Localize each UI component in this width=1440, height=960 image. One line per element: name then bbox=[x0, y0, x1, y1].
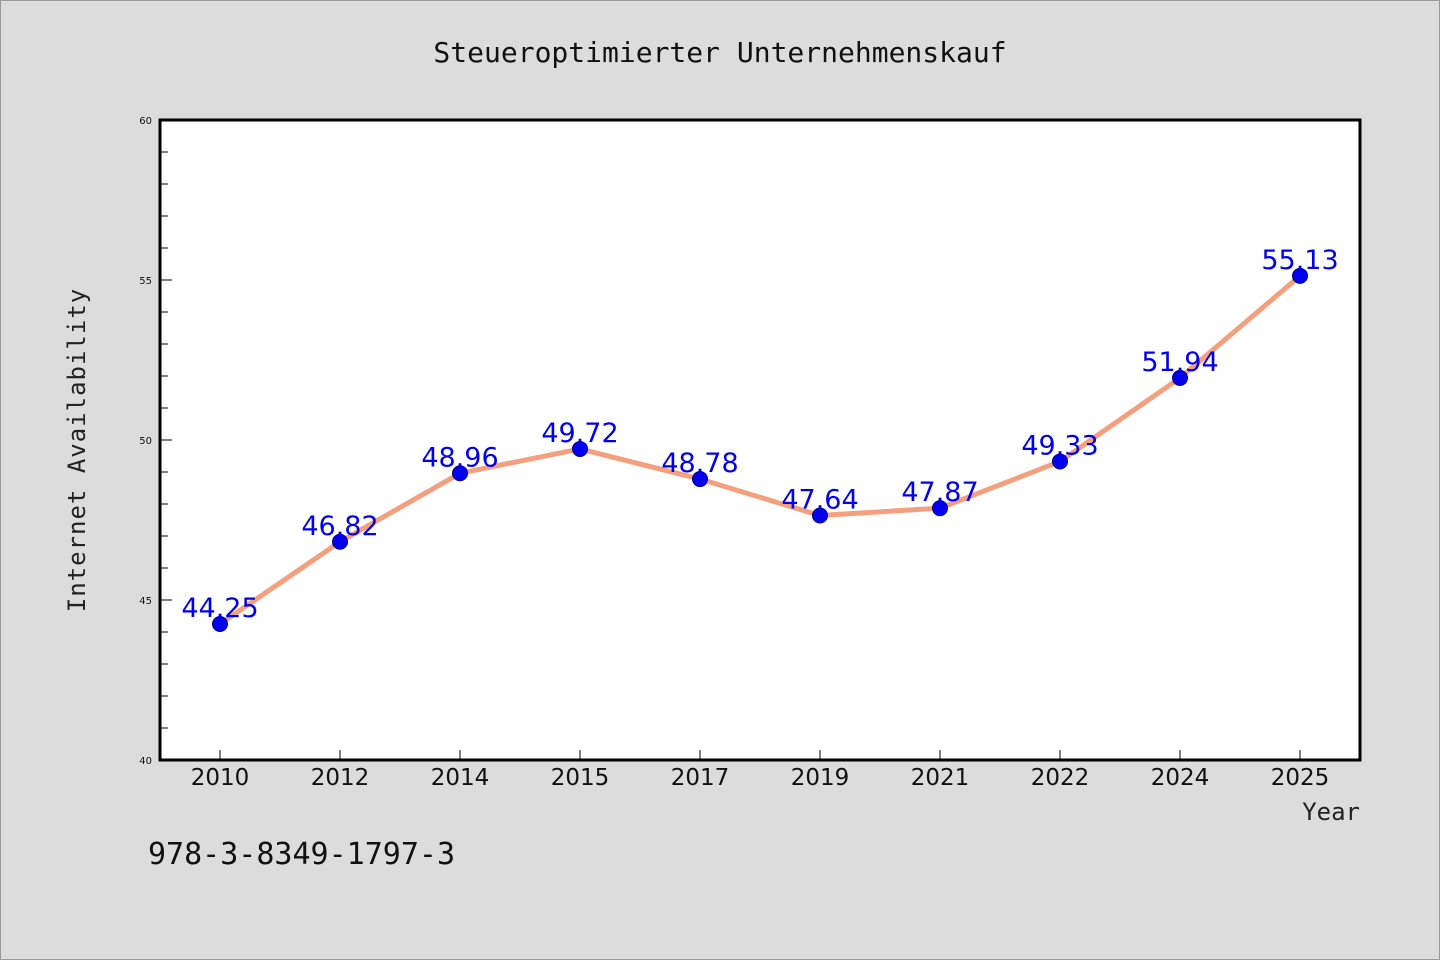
data-point bbox=[1292, 267, 1308, 284]
x-tick-label: 2014 bbox=[431, 765, 490, 791]
isbn-text: 978-3-8349-1797-3 bbox=[148, 837, 455, 872]
y-tick-label: 60 bbox=[139, 116, 152, 127]
x-tick-label: 2022 bbox=[1031, 765, 1090, 791]
data-label: 47.64 bbox=[781, 485, 858, 516]
data-point bbox=[332, 533, 348, 550]
data-label: 49.72 bbox=[541, 418, 618, 449]
data-point bbox=[1052, 453, 1068, 470]
x-tick-label: 2015 bbox=[551, 765, 610, 791]
data-label: 46.82 bbox=[301, 511, 378, 542]
x-tick-label: 2017 bbox=[671, 765, 730, 791]
x-axis-label: Year bbox=[1302, 798, 1360, 826]
x-tick-label: 2010 bbox=[191, 765, 250, 791]
plot-area bbox=[158, 118, 1362, 762]
data-label: 47.87 bbox=[901, 477, 978, 508]
data-labels: 44.25 46.82 48.96 49.72 48.78 47.64 47.87 49.33… bbox=[181, 245, 1338, 624]
data-label: 48.96 bbox=[421, 442, 498, 473]
x-tick-label: 2025 bbox=[1271, 765, 1330, 791]
series-line bbox=[217, 273, 1303, 627]
data-points bbox=[212, 267, 1308, 632]
x-tick-label: 2012 bbox=[311, 765, 370, 791]
y-tick-label: 55 bbox=[139, 276, 152, 287]
data-label: 51.94 bbox=[1141, 347, 1218, 378]
x-tick-label: 2021 bbox=[911, 765, 970, 791]
data-point bbox=[212, 616, 228, 632]
data-point bbox=[1172, 369, 1188, 386]
data-label: 55.13 bbox=[1261, 245, 1338, 276]
y-axis-label: Internet Availability bbox=[63, 288, 91, 612]
data-point bbox=[572, 440, 588, 457]
x-tick-label: 2024 bbox=[1151, 765, 1210, 791]
y-axis: 40 45 50 55 60 bbox=[139, 116, 172, 767]
data-point bbox=[452, 465, 468, 482]
data-point bbox=[932, 500, 948, 517]
data-label: 49.33 bbox=[1021, 430, 1098, 461]
y-tick-label: 45 bbox=[139, 596, 152, 607]
data-point bbox=[692, 471, 708, 488]
y-tick-label: 50 bbox=[139, 436, 152, 447]
chart-title: Steueroptimierter Unternehmenskauf bbox=[433, 36, 1006, 69]
x-tick-label: 2019 bbox=[791, 765, 850, 791]
data-label: 48.78 bbox=[661, 448, 738, 479]
y-tick-label: 40 bbox=[139, 756, 152, 767]
data-label: 44.25 bbox=[181, 593, 258, 624]
x-axis: 2010 2012 2014 2015 2017 2019 2021 2022 2024 2025 bbox=[191, 750, 1330, 791]
data-point bbox=[812, 507, 828, 524]
